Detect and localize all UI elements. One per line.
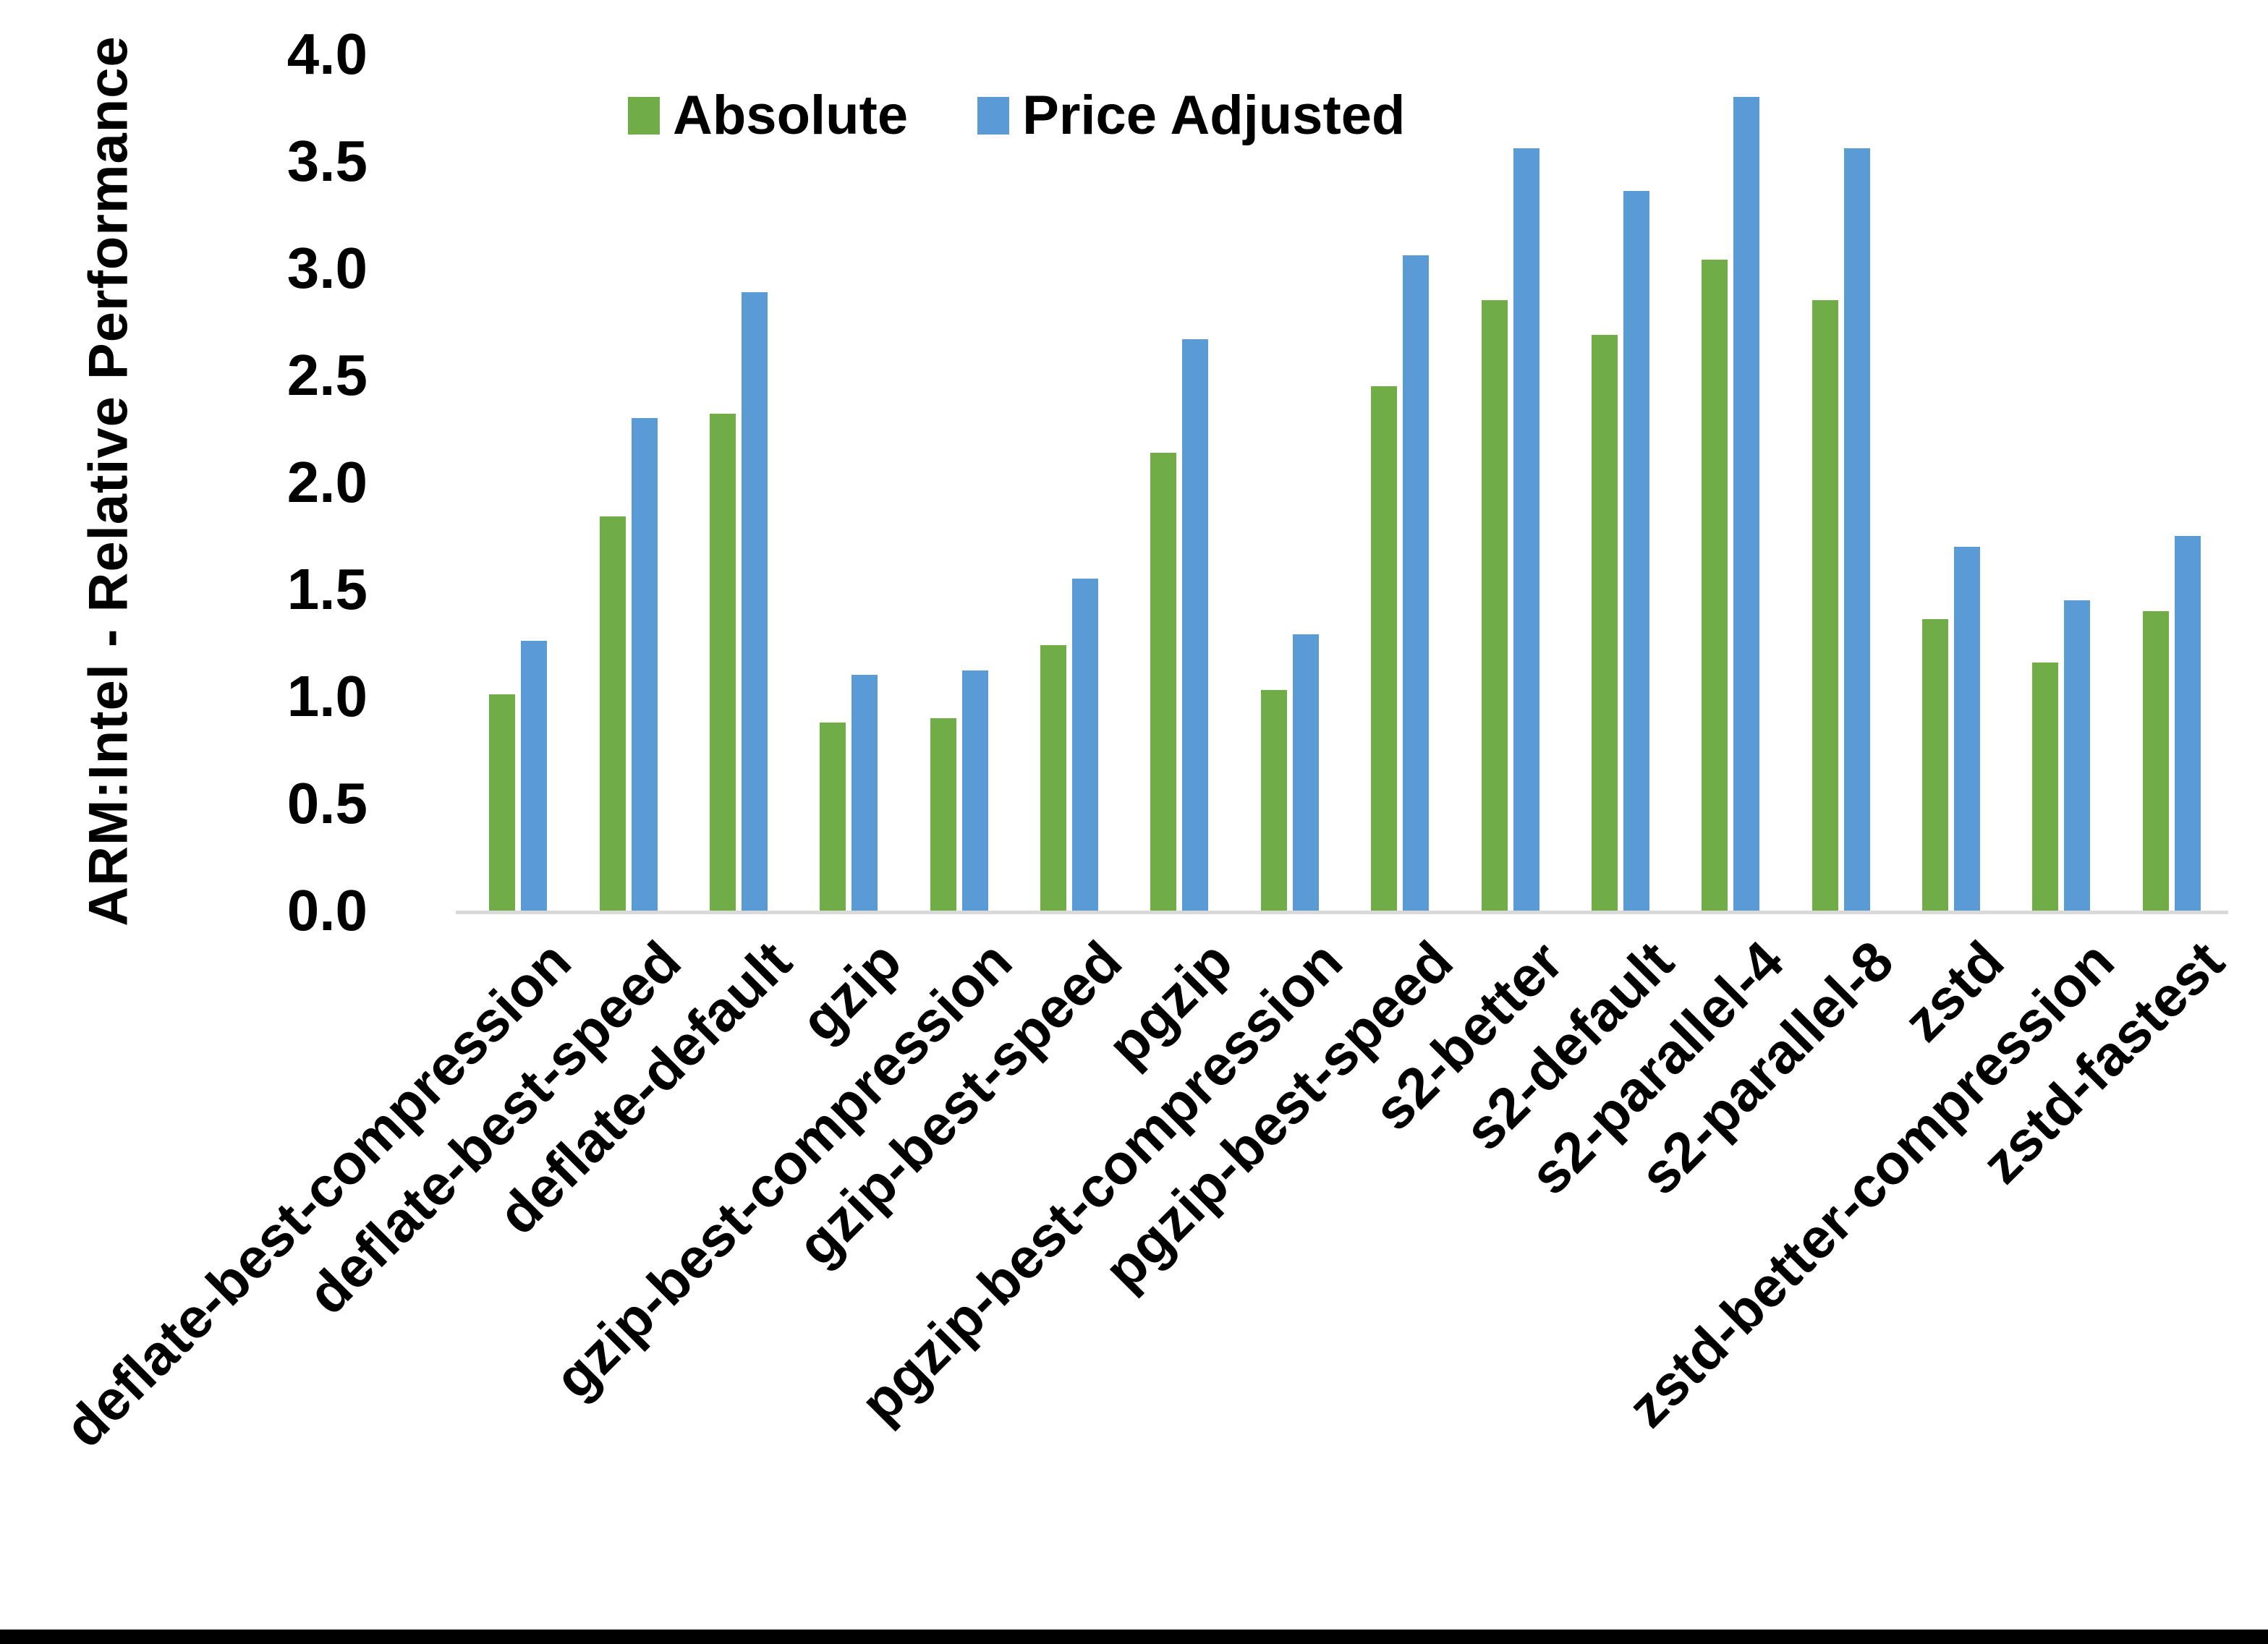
legend-label-absolute: Absolute xyxy=(673,85,909,146)
bar-absolute-gzip xyxy=(820,722,846,911)
bar-price-adjusted-deflate-best-speed xyxy=(631,418,658,911)
bar-price-adjusted-gzip xyxy=(851,675,878,911)
bar-absolute-zstd xyxy=(1922,619,1949,911)
bar-absolute-deflate-best-speed xyxy=(599,516,626,911)
bar-price-adjusted-zstd-fastest xyxy=(2174,536,2201,911)
legend-swatch-absolute xyxy=(628,97,660,135)
legend-label-price-adjusted: Price Adjusted xyxy=(1022,85,1406,146)
bar-absolute-gzip-best-speed xyxy=(1040,644,1067,911)
y-axis-title: ARM:Intel - Relative Performance xyxy=(77,35,140,927)
y-tick-label: 0.0 xyxy=(286,878,368,942)
bar-price-adjusted-deflate-best-compression xyxy=(521,641,548,911)
bar-price-adjusted-s2-parallel-4 xyxy=(1733,97,1760,911)
bar-absolute-deflate-best-compression xyxy=(489,694,516,911)
y-tick-label: 2.5 xyxy=(286,343,368,407)
y-tick-label: 4.0 xyxy=(286,22,368,86)
bar-price-adjusted-gzip-best-compression xyxy=(961,670,988,911)
bar-price-adjusted-deflate-default xyxy=(741,291,768,911)
bar-absolute-zstd-better-compression xyxy=(2032,662,2059,911)
y-tick-label: 2.0 xyxy=(286,450,368,514)
bar-price-adjusted-s2-better xyxy=(1513,148,1539,911)
bar-absolute-pgzip-best-compression xyxy=(1260,690,1287,911)
bar-price-adjusted-pgzip-best-compression xyxy=(1292,634,1319,911)
bar-absolute-s2-default xyxy=(1591,334,1618,911)
bar-price-adjusted-s2-parallel-8 xyxy=(1843,148,1870,911)
bar-absolute-gzip-best-compression xyxy=(930,717,956,911)
bar-price-adjusted-pgzip-best-speed xyxy=(1403,255,1430,911)
bar-absolute-s2-better xyxy=(1481,300,1508,911)
bar-absolute-s2-parallel-8 xyxy=(1812,300,1838,911)
bar-absolute-zstd-fastest xyxy=(2142,610,2169,911)
legend-swatch-price-adjusted xyxy=(977,97,1010,135)
bar-absolute-deflate-default xyxy=(709,414,736,911)
bottom-border-strip xyxy=(0,1630,2268,1644)
bar-absolute-s2-parallel-4 xyxy=(1702,260,1728,911)
y-tick-label: 3.0 xyxy=(286,236,368,300)
y-tick-label: 3.5 xyxy=(286,129,368,193)
bar-price-adjusted-zstd-better-compression xyxy=(2064,600,2091,911)
y-tick-label: 0.5 xyxy=(286,771,368,835)
bar-price-adjusted-zstd xyxy=(1954,546,1981,911)
y-tick-label: 1.5 xyxy=(286,557,368,621)
bar-price-adjusted-pgzip xyxy=(1182,338,1209,911)
bar-price-adjusted-s2-default xyxy=(1623,191,1649,911)
chart-legend: Absolute Price Adjusted xyxy=(628,85,1406,146)
bar-absolute-pgzip-best-speed xyxy=(1371,386,1398,911)
bar-absolute-pgzip xyxy=(1150,452,1177,911)
y-tick-label: 1.0 xyxy=(286,664,368,728)
bar-price-adjusted-gzip-best-speed xyxy=(1072,579,1099,911)
x-axis-line xyxy=(456,911,2228,914)
